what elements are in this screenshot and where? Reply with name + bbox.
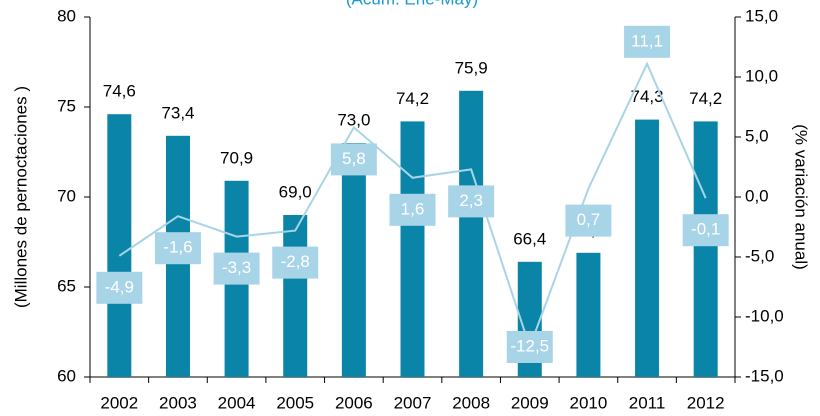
label-box xyxy=(389,193,436,226)
y2-tick-label: -10,0 xyxy=(745,306,784,325)
bar-value-label: 70,9 xyxy=(220,148,253,167)
x-tick-label: 2004 xyxy=(218,393,256,412)
bar-value-label: 73,4 xyxy=(161,103,194,122)
y-tick-label: 75 xyxy=(57,96,76,115)
line-value-label: 0,7 xyxy=(577,210,601,229)
bar xyxy=(693,121,718,378)
bar xyxy=(341,143,366,377)
y2-tick-label: 10,0 xyxy=(745,66,778,85)
line-value-label: -4,9 xyxy=(105,277,134,296)
bar xyxy=(459,90,484,378)
line-value-label-box: 1,6 xyxy=(389,193,436,226)
bar xyxy=(400,121,425,378)
y2-tick-label: -15,0 xyxy=(745,366,784,385)
label-box xyxy=(330,143,377,176)
line-value-label-box: -4,9 xyxy=(96,271,143,304)
y2-tick-label: 0,0 xyxy=(745,186,769,205)
x-tick-label: 2006 xyxy=(335,393,373,412)
line-value-label-box: -12,5 xyxy=(506,331,553,363)
y-tick-label: 80 xyxy=(57,6,76,25)
line-value-label-box: 5,8 xyxy=(330,143,377,176)
line-value-label-box: 2,3 xyxy=(448,185,495,218)
x-tick-label: 2010 xyxy=(569,393,607,412)
line-value-label: -1,6 xyxy=(163,238,192,257)
y-tick-label: 65 xyxy=(57,276,76,295)
line-value-label: 2,3 xyxy=(459,191,483,210)
x-tick-label: 2003 xyxy=(159,393,197,412)
bar-value-label: 74,2 xyxy=(689,89,722,108)
y-axis-label: (Millones de pernoctaciones ) xyxy=(11,86,30,308)
bar-value-label: 69,0 xyxy=(279,182,312,201)
x-tick-label: 2008 xyxy=(452,393,490,412)
bar-value-label: 66,4 xyxy=(513,229,546,248)
line-value-label: 5,8 xyxy=(342,149,366,168)
line-value-label: -0,1 xyxy=(691,220,720,239)
label-box xyxy=(448,185,495,218)
y2-axis-label: (% variación anual) xyxy=(792,124,811,270)
label-box xyxy=(272,246,319,279)
label-box xyxy=(506,331,553,363)
line-value-label-box: -2,8 xyxy=(272,246,319,279)
y2-tick-label: 15,0 xyxy=(745,6,778,25)
x-tick-label: 2002 xyxy=(100,393,138,412)
bar-value-label: 73,0 xyxy=(337,110,370,129)
x-tick-label: 2012 xyxy=(687,393,725,412)
line xyxy=(118,61,707,351)
bar-value-label: 75,9 xyxy=(455,58,488,77)
line-value-label: -2,8 xyxy=(281,252,310,271)
label-box xyxy=(682,214,729,247)
label-box xyxy=(213,252,260,285)
line-value-label-box: -3,3 xyxy=(213,252,260,285)
y-tick-label: 70 xyxy=(57,186,76,205)
line-value-label: -3,3 xyxy=(222,258,251,277)
label-box xyxy=(154,232,201,265)
chart-subtitle: (Acum. Ene-May) xyxy=(346,0,478,8)
line-value-label: 1,6 xyxy=(401,199,425,218)
line-value-label-box: -0,1 xyxy=(682,214,729,247)
y2-tick-label: -5,0 xyxy=(745,246,774,265)
bar xyxy=(576,252,601,377)
bar xyxy=(635,119,660,377)
line-value-label: -12,5 xyxy=(510,336,549,355)
x-tick-label: 2011 xyxy=(629,393,666,412)
x-tick-label: 2005 xyxy=(276,393,314,412)
line-value-label-box: -1,6 xyxy=(154,232,201,265)
line-value-label-box: 0,7 xyxy=(565,204,612,237)
bar-value-label: 74,6 xyxy=(103,82,136,101)
line-value-label-box: 11,1 xyxy=(624,25,671,58)
label-box xyxy=(624,25,671,58)
label-box xyxy=(96,271,143,304)
line-value-label: 11,1 xyxy=(631,31,663,50)
y-tick-label: 60 xyxy=(57,366,76,385)
bar xyxy=(107,114,132,377)
bar-value-label: 74,2 xyxy=(396,89,429,108)
bar xyxy=(283,215,308,377)
label-box xyxy=(565,204,612,237)
bar-value-label: 74,3 xyxy=(630,87,663,106)
x-tick-label: 2007 xyxy=(394,393,432,412)
x-tick-label: 2009 xyxy=(511,393,549,412)
y2-tick-label: 5,0 xyxy=(745,126,769,145)
